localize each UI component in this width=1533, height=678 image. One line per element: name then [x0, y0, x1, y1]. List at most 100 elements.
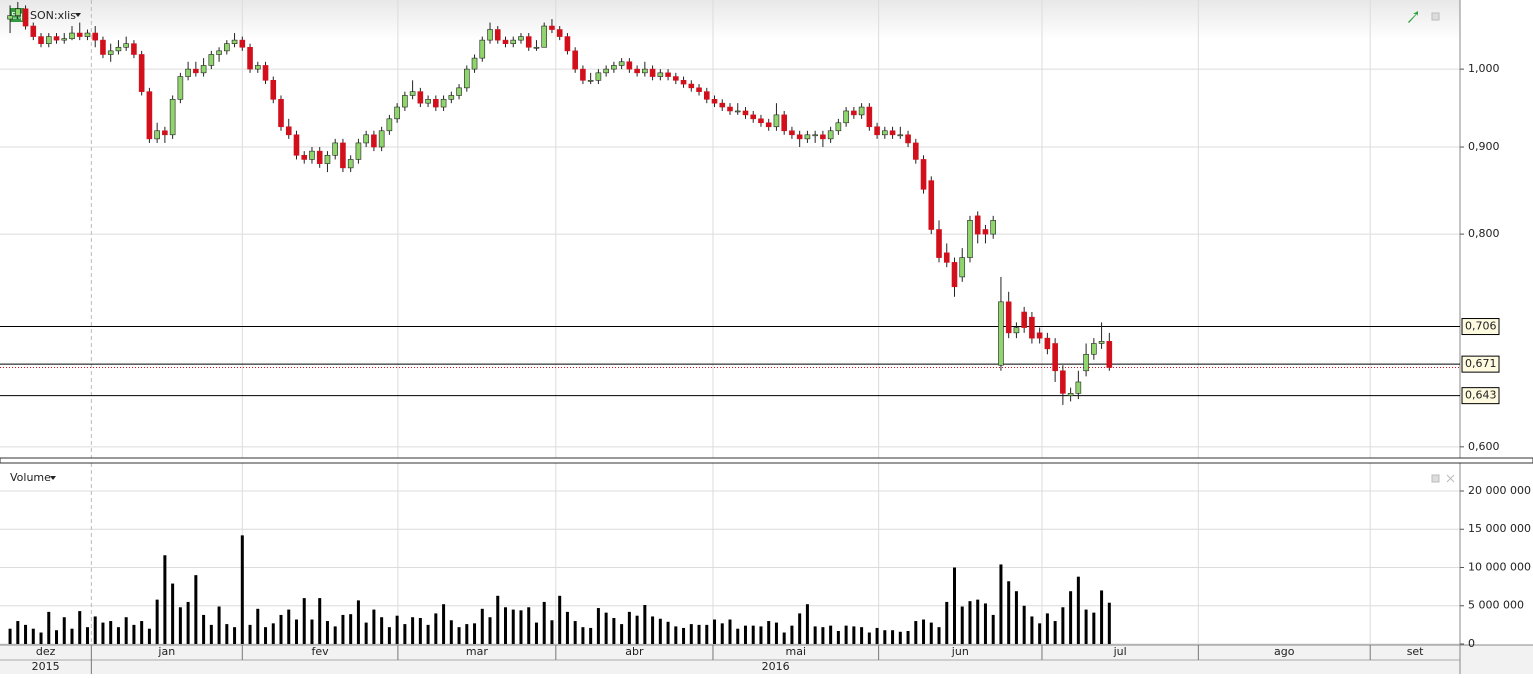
volume-bar: [511, 609, 515, 644]
volume-bar: [364, 622, 368, 644]
level-label-bg: [1461, 318, 1500, 336]
candle-body: [386, 118, 393, 132]
dropdown-arrow[interactable]: [50, 476, 56, 480]
candle-body: [587, 80, 594, 82]
candle-body: [76, 32, 83, 37]
volume-bar: [55, 630, 59, 644]
candle-body: [556, 29, 563, 37]
volume-bar: [875, 627, 879, 644]
volume-bar: [929, 622, 933, 644]
volume-bar: [333, 626, 337, 644]
volume-bar: [426, 624, 430, 644]
volume-bar: [689, 624, 693, 644]
volume-bar: [271, 623, 275, 644]
volume-bar: [519, 610, 523, 644]
candle-body: [1013, 327, 1020, 334]
candle-body: [22, 8, 29, 27]
level-label: 0,643: [1465, 389, 1497, 402]
dropdown-arrow[interactable]: [75, 13, 81, 17]
volume-bar: [728, 619, 732, 644]
volume-bar: [798, 613, 802, 644]
volume-bar: [774, 622, 778, 644]
candle-body: [673, 76, 679, 81]
volume-bar: [8, 628, 12, 644]
candle-body: [951, 262, 958, 288]
volume-bar: [39, 632, 43, 644]
volume-bar: [991, 614, 995, 644]
volume-bar: [31, 628, 35, 644]
candle-body: [634, 68, 640, 74]
volume-bar: [697, 624, 701, 644]
candle-body: [595, 72, 602, 81]
level-label: 0,706: [1465, 320, 1497, 333]
candle-body: [727, 106, 733, 112]
candle-body: [696, 87, 702, 92]
candle-body: [1091, 343, 1097, 355]
candle-body: [224, 43, 230, 52]
candle-body: [471, 57, 478, 70]
volume-bar: [70, 628, 74, 644]
volume-bar: [480, 608, 484, 644]
candle-body: [479, 39, 486, 59]
candle-body: [100, 39, 106, 55]
trend-icon[interactable]: [1408, 11, 1418, 23]
volume-bar: [596, 608, 600, 644]
candle-body: [247, 46, 253, 70]
candle-body: [409, 91, 416, 96]
window-icon[interactable]: [1431, 474, 1440, 483]
y-tick-label: 0,900: [1468, 140, 1500, 153]
volume-bar: [883, 630, 887, 644]
volume-bar: [914, 621, 918, 644]
candle-body: [169, 99, 176, 136]
volume-bar: [1076, 576, 1080, 644]
candle-body: [611, 65, 617, 70]
candle-body: [649, 68, 656, 77]
candle-body: [332, 142, 338, 156]
candle-body: [417, 91, 424, 104]
candle-body: [541, 25, 548, 48]
candle-body: [835, 122, 842, 132]
candle-body: [1021, 311, 1027, 328]
volume-bar: [473, 623, 477, 644]
candle-body: [843, 110, 849, 124]
close-icon[interactable]: [1446, 474, 1455, 483]
volume-bar: [403, 624, 407, 644]
candle-body: [742, 110, 749, 116]
window-icon[interactable]: [1431, 12, 1440, 21]
y-tick-label: 1,000: [1468, 62, 1500, 75]
candle-body: [1075, 381, 1082, 394]
volume-bar: [527, 607, 531, 644]
volume-bar: [186, 601, 190, 644]
candle-body: [789, 130, 795, 136]
y-tick-label: 10 000 000: [1468, 560, 1531, 573]
volume-bar: [821, 627, 825, 644]
volume-bar: [558, 595, 562, 644]
volume-bar: [318, 598, 322, 644]
candle-body: [45, 36, 52, 44]
candle-body: [231, 39, 238, 44]
candle-body: [185, 68, 191, 77]
candle-body: [820, 134, 826, 140]
volume-bar: [310, 619, 314, 644]
volume-bar: [759, 626, 763, 644]
volume-bar: [1053, 621, 1057, 644]
candle-body: [603, 68, 609, 74]
volume-label: Volume: [10, 471, 51, 484]
candle-body: [494, 29, 501, 41]
candle-body: [928, 180, 935, 230]
candle-body: [1083, 353, 1089, 372]
candle-body: [804, 134, 811, 140]
x-tick-label: ago: [1274, 645, 1295, 658]
volume-bar: [620, 624, 624, 644]
candle-body: [1044, 337, 1051, 350]
candle-body: [146, 91, 153, 140]
badge: Eq: [11, 12, 22, 22]
candle-body: [177, 76, 184, 100]
candle-body: [131, 43, 137, 55]
candle-body: [897, 134, 904, 137]
candle-body: [53, 36, 60, 41]
volume-bar: [16, 621, 20, 644]
candle-body: [665, 72, 671, 77]
y-tick-label: 15 000 000: [1468, 522, 1531, 535]
volume-bar: [805, 604, 809, 644]
